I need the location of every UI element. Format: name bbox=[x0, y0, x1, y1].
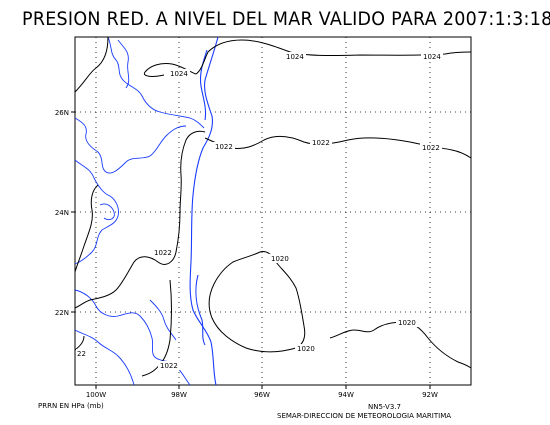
contour-label: 1022 bbox=[422, 144, 440, 152]
lon-label: 96W bbox=[254, 391, 270, 399]
contour-label: 1024 bbox=[170, 70, 188, 78]
border-north bbox=[117, 39, 130, 89]
lon-label: 94W bbox=[338, 391, 354, 399]
isobar-1020-closed bbox=[208, 251, 306, 353]
isobar-labels: 1024 1024 1024 1022 1022 1022 1022 1020 … bbox=[76, 52, 443, 370]
contour-label: 1024 bbox=[423, 53, 441, 61]
isobar-1022-south bbox=[141, 279, 172, 377]
contour-label: 22 bbox=[77, 350, 86, 358]
border-san-luis bbox=[74, 159, 119, 265]
map-frame bbox=[74, 36, 472, 386]
lon-label: 100W bbox=[86, 391, 106, 399]
axis-labels: 26N 24N 22N 100W 98W 96W 94W 92W bbox=[55, 109, 438, 399]
contour-label: 1022 bbox=[160, 362, 178, 370]
lat-label: 22N bbox=[55, 309, 69, 317]
border-coahuila bbox=[74, 117, 187, 174]
border-loop bbox=[99, 203, 115, 221]
grid-lines bbox=[75, 37, 471, 385]
contour-label: 1020 bbox=[297, 345, 315, 353]
isobar-1022-inner bbox=[74, 184, 99, 273]
contour-label: 1020 bbox=[271, 255, 289, 263]
credit-line: SEMAR-DIRECCION DE METEOROLOGIA MARITIMA bbox=[277, 412, 452, 420]
border-inner bbox=[149, 299, 177, 341]
isobar-22-edge bbox=[74, 335, 85, 351]
tick-marks bbox=[71, 111, 431, 389]
border-hidalgo bbox=[74, 329, 135, 386]
units-caption: PRRN EN HPa (mb) bbox=[38, 402, 104, 410]
isobar-1020-east bbox=[329, 321, 472, 369]
lon-label: 98W bbox=[171, 391, 187, 399]
isobar-1024-bend bbox=[143, 71, 165, 77]
lat-label: 24N bbox=[55, 209, 69, 217]
laguna-madre bbox=[199, 49, 208, 121]
gulf-coastline bbox=[189, 36, 219, 386]
map-title: PRESION RED. A NIVEL DEL MAR VALIDO PARA… bbox=[22, 8, 550, 30]
border-nuevo-leon-tamaulipas bbox=[107, 36, 205, 129]
contour-label: 1022 bbox=[154, 249, 172, 257]
contour-label: 1022 bbox=[215, 143, 233, 151]
model-version: NN5-V3.7 bbox=[368, 403, 401, 411]
lon-label: 92W bbox=[422, 391, 438, 399]
state-borders bbox=[74, 36, 205, 386]
isobar-1024-west bbox=[74, 36, 109, 93]
isobar-1022-west bbox=[74, 130, 206, 309]
lat-label: 26N bbox=[55, 109, 69, 117]
contour-label: 1022 bbox=[312, 139, 330, 147]
contour-label: 1024 bbox=[286, 53, 304, 61]
coastal-lagoon bbox=[195, 274, 206, 346]
coastline bbox=[189, 36, 219, 386]
contour-label: 1020 bbox=[398, 319, 416, 327]
